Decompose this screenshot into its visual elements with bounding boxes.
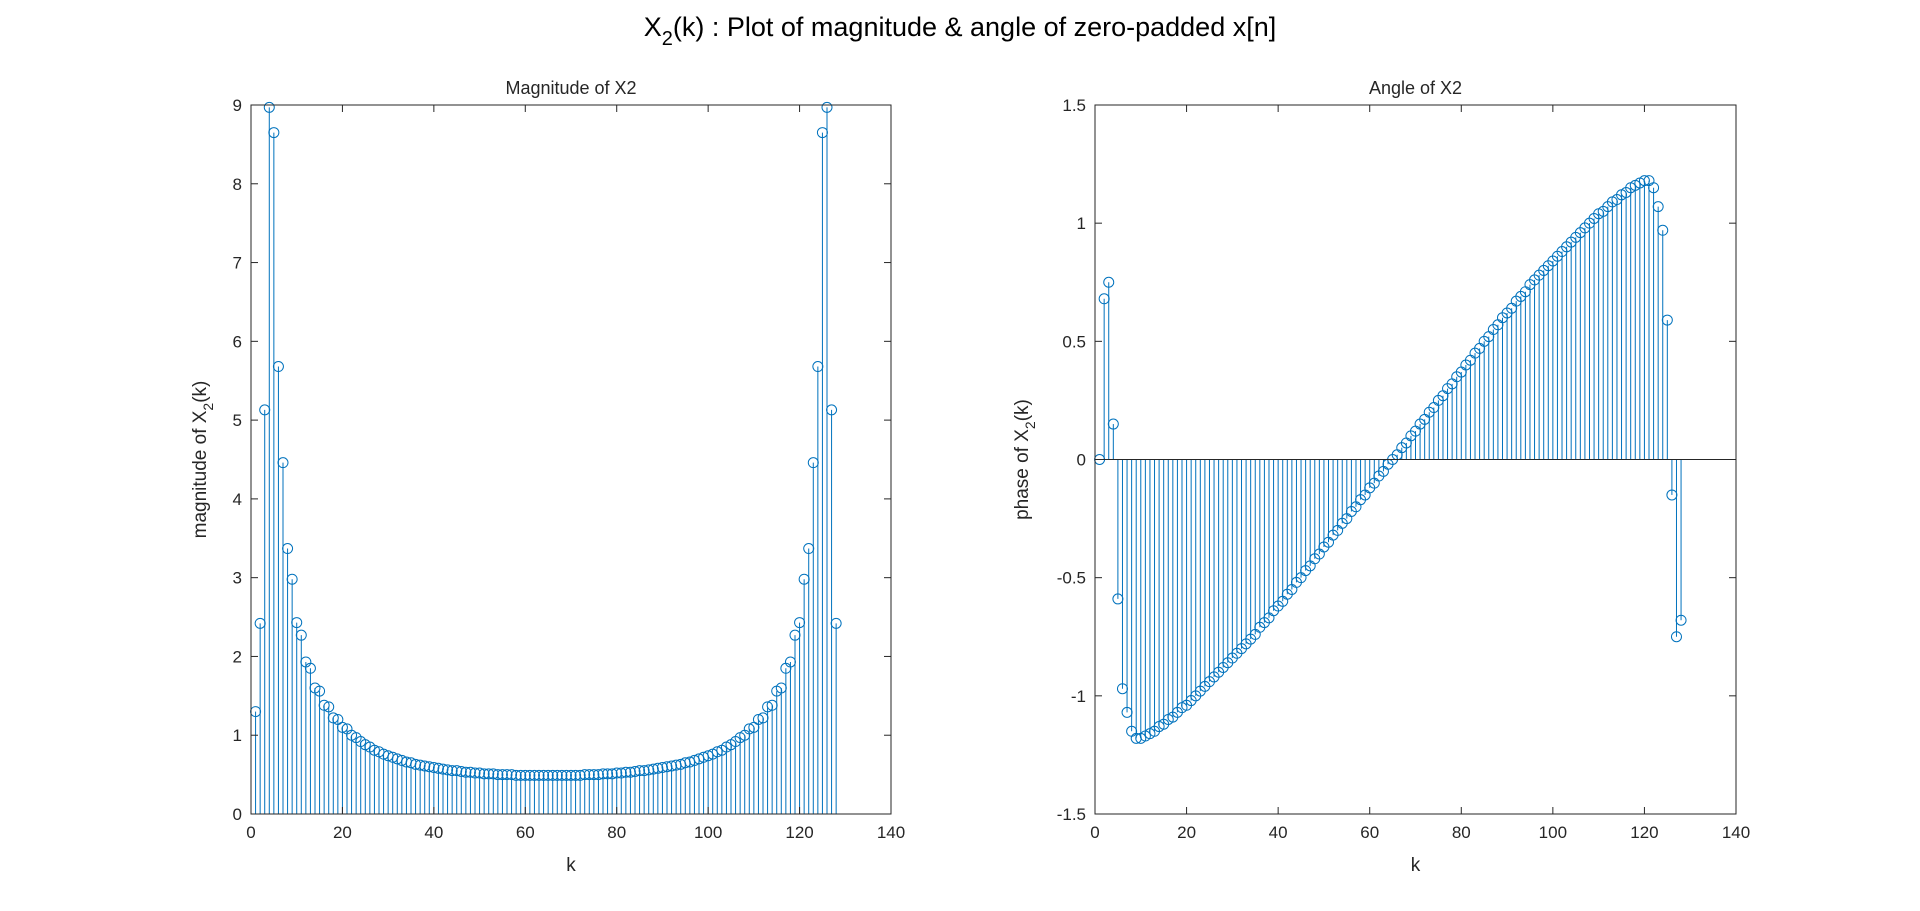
y-tick-label: -0.5	[1057, 569, 1086, 588]
y-tick-label: 1	[1077, 214, 1086, 233]
stem-marker	[1107, 418, 1119, 430]
stem-marker	[474, 767, 486, 779]
stem-marker	[464, 766, 476, 778]
y-tick-label: 5	[233, 411, 242, 430]
stem-marker	[821, 101, 833, 113]
stem-marker	[442, 764, 454, 776]
stem-marker	[368, 744, 380, 756]
axes-title: Angle of X2	[1369, 78, 1462, 98]
stem-marker	[455, 765, 467, 777]
stem-marker	[1648, 182, 1660, 194]
y-axis-label: magnitude of X2(k)	[190, 381, 216, 539]
y-label-main: magnitude of X	[190, 410, 211, 538]
title-subscript: 2	[662, 28, 673, 50]
stem-marker	[1657, 224, 1669, 236]
stem-marker	[318, 699, 330, 711]
x-tick-label: 0	[1090, 823, 1099, 842]
stem-marker	[1661, 314, 1673, 326]
axes-background	[251, 105, 891, 814]
y-axis-label: phase of X2(k)	[1012, 399, 1038, 520]
y-label-subscript: 2	[1022, 421, 1038, 429]
stem-marker	[414, 759, 426, 771]
axes-box	[250, 104, 892, 815]
x-tick-label: 20	[1177, 823, 1196, 842]
x-tick-label: 60	[1360, 823, 1379, 842]
stem-marker	[1652, 201, 1664, 213]
x-tick-label: 100	[694, 823, 722, 842]
y-tick-label: 0	[233, 805, 242, 824]
stem-marker	[451, 765, 463, 777]
axes: 0 20 40 60 80 100 120 140 -1.5 -1 -0.5 0 0.5 1 1.5 Angl…	[1012, 78, 1750, 876]
x-tick-label: 0	[246, 823, 255, 842]
stem-marker	[487, 768, 499, 780]
title-rest: (k) : Plot of magnitude & angle of zero-…	[673, 12, 1276, 42]
y-label-main: phase of X	[1012, 429, 1033, 520]
y-tick-label: 9	[233, 96, 242, 115]
x-tick-label: 80	[1452, 823, 1471, 842]
stem-marker	[1670, 631, 1682, 643]
x-tick-label: 120	[785, 823, 813, 842]
x-tick-label: 80	[607, 823, 626, 842]
x-axis-label: k	[566, 855, 576, 876]
stem-marker	[277, 457, 289, 469]
x-axis-label: k	[1411, 855, 1421, 876]
title-main: X	[644, 12, 662, 42]
x-tick-label: 40	[1269, 823, 1288, 842]
stem-marker	[423, 761, 435, 773]
stem-marker	[428, 762, 440, 774]
y-tick-label: 3	[233, 569, 242, 588]
y-tick-label: 0.5	[1062, 332, 1086, 351]
stem-marker	[432, 762, 444, 774]
stem-marker	[304, 662, 316, 674]
x-tick-label: 120	[1630, 823, 1658, 842]
x-tick-label: 100	[1539, 823, 1567, 842]
y-tick-label: 6	[233, 332, 242, 351]
y-tick-label: 1.5	[1062, 96, 1086, 115]
figure-title: X2(k) : Plot of magnitude & angle of zer…	[644, 12, 1277, 50]
stem-marker	[410, 758, 422, 770]
y-tick-label: 0	[1077, 451, 1086, 470]
x-tick-label: 140	[877, 823, 905, 842]
stem-marker	[286, 573, 298, 585]
stem-marker	[336, 721, 348, 733]
y-tick-label: -1	[1071, 687, 1086, 706]
axes-title: Magnitude of X2	[505, 78, 636, 98]
stem-marker	[291, 617, 303, 629]
y-tick-label: 2	[233, 647, 242, 666]
stem-marker	[282, 543, 294, 555]
stem-marker	[272, 361, 284, 373]
y-tick-label: 7	[233, 254, 242, 273]
axes: 0 20 40 60 80 100 120 140 0 1 2 3 4 5 6 7 8 9 Magnitude of…	[190, 78, 905, 876]
stem-marker	[437, 763, 449, 775]
x-tick-label: 20	[333, 823, 352, 842]
stem-marker	[268, 127, 280, 139]
stem-marker	[323, 701, 335, 713]
y-tick-label: 4	[233, 490, 242, 509]
y-label-rest: (k)	[1012, 399, 1033, 421]
stem-series	[1094, 175, 1736, 744]
stem-marker	[1675, 614, 1687, 626]
y-label-subscript: 2	[200, 403, 216, 411]
y-tick-label: 1	[233, 726, 242, 745]
stem-marker	[826, 404, 838, 416]
y-tick-label: -1.5	[1057, 805, 1086, 824]
stem-marker	[314, 685, 326, 697]
x-tick-label: 140	[1722, 823, 1750, 842]
y-tick-label: 8	[233, 175, 242, 194]
y-label-rest: (k)	[190, 381, 211, 403]
stem-marker	[830, 617, 842, 629]
stem-marker	[327, 712, 339, 724]
stem-marker	[506, 769, 518, 781]
x-tick-label: 40	[424, 823, 443, 842]
stem-marker	[1103, 276, 1115, 288]
x-tick-label: 60	[516, 823, 535, 842]
stem-marker	[263, 101, 275, 113]
stem-marker	[419, 760, 431, 772]
stem-marker	[295, 629, 307, 641]
